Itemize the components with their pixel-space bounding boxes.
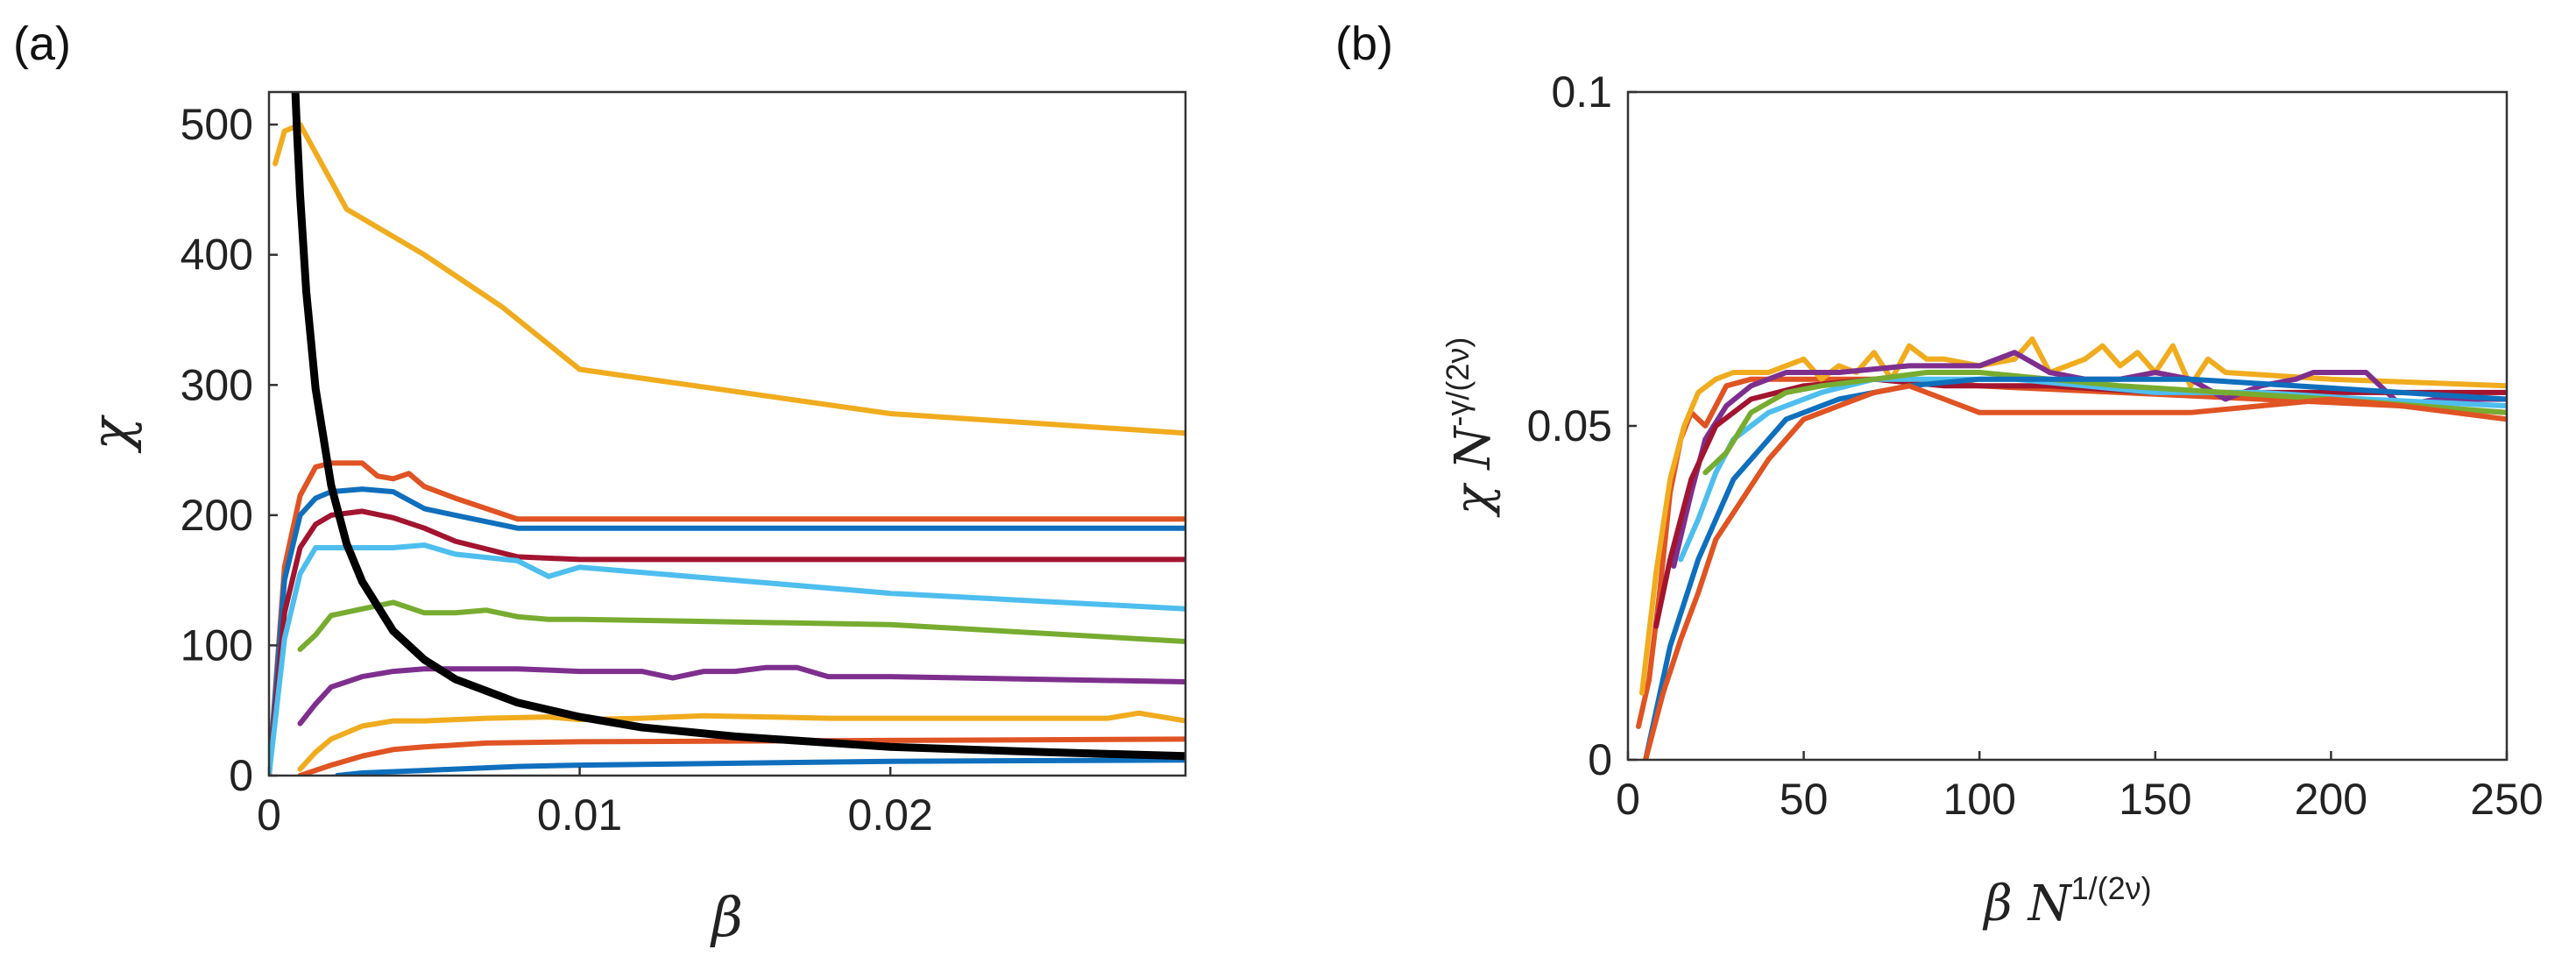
panel-b: (b) 0 50 100 150 200 250 0 0.05 0.1 β N1/(2ν) χ… [1335,18,2544,932]
series-line-purple-80 [297,664,1185,726]
x-tick-label: 0 [257,790,281,840]
series-line-yellow-top [272,122,1185,436]
x-tick-label: 250 [2470,775,2543,824]
x-tick-label: 50 [1780,775,1829,824]
y-tick-label: 300 [180,360,253,409]
panel-a: (a) 0 0.01 0.02 0 100 200 300 400 500 β χ [13,18,1187,949]
panel-b-x-axis-label-sup: 1/(2ν) [2071,870,2152,906]
panel-a-axes-box [267,90,1187,777]
series-line-orange-240 [269,460,1185,776]
x-tick-label: 150 [2119,775,2191,824]
panel-b-x-axis-label-main: β N [1982,875,2072,932]
x-tick-label: 0 [1616,775,1640,824]
x-tick-label: 200 [2295,775,2367,824]
y-tick-label: 100 [180,620,253,670]
x-tick-label: 100 [1943,775,2015,824]
panel-b-y-axis-label-main: χ N [1445,425,1502,519]
series-line-fit-curve [291,92,1185,761]
series-line-orange-a [1636,376,2507,729]
panel-b-x-axis-label: β N1/(2ν) [1982,870,2151,932]
series-line-green [1702,370,2507,476]
panel-a-y-axis-label: χ [79,415,143,454]
y-tick-label: 400 [180,230,253,280]
panel-b-x-ticks: 0 50 100 150 200 250 [1616,751,2544,824]
y-tick-label: 0 [229,751,253,800]
x-tick-label: 0.02 [847,790,932,840]
panel-b-y-ticks: 0 0.05 0.1 [1527,67,1637,784]
panel-a-y-ticks: 0 100 200 300 400 500 [180,100,278,800]
panel-a-x-axis-label: β [710,885,743,949]
series-line-darkred-200 [269,508,1185,776]
series-line-darkred [1653,376,2507,629]
y-tick-label: 200 [180,491,253,540]
panel-b-y-axis-label-sup: -γ/(2ν) [1440,337,1476,427]
y-tick-label: 0.05 [1527,401,1612,450]
panel-a-plot-area [269,92,1185,776]
y-tick-label: 0 [1588,735,1612,784]
x-tick-label: 0.01 [537,790,622,840]
panel-b-plot-area [1636,336,2507,760]
panel-a-x-ticks: 0 0.01 0.02 [257,767,933,840]
series-line-blue [1643,376,2507,760]
series-line-yellow-a [1639,336,2507,696]
y-tick-label: 500 [180,100,253,149]
panel-a-label: (a) [13,18,71,70]
series-line-lightblue-175 [269,542,1185,776]
panel-b-label: (b) [1335,18,1393,70]
series-line-orange-b [1643,383,2507,760]
panel-b-axes-box [1626,90,2509,762]
series-line-blue-12 [335,757,1185,776]
series-line-green-130 [297,599,1185,652]
series-line-blue-220 [269,486,1185,776]
panel-b-y-axis-label: χ N-γ/(2ν) [1440,337,1502,519]
y-tick-label: 0.1 [1551,67,1612,117]
